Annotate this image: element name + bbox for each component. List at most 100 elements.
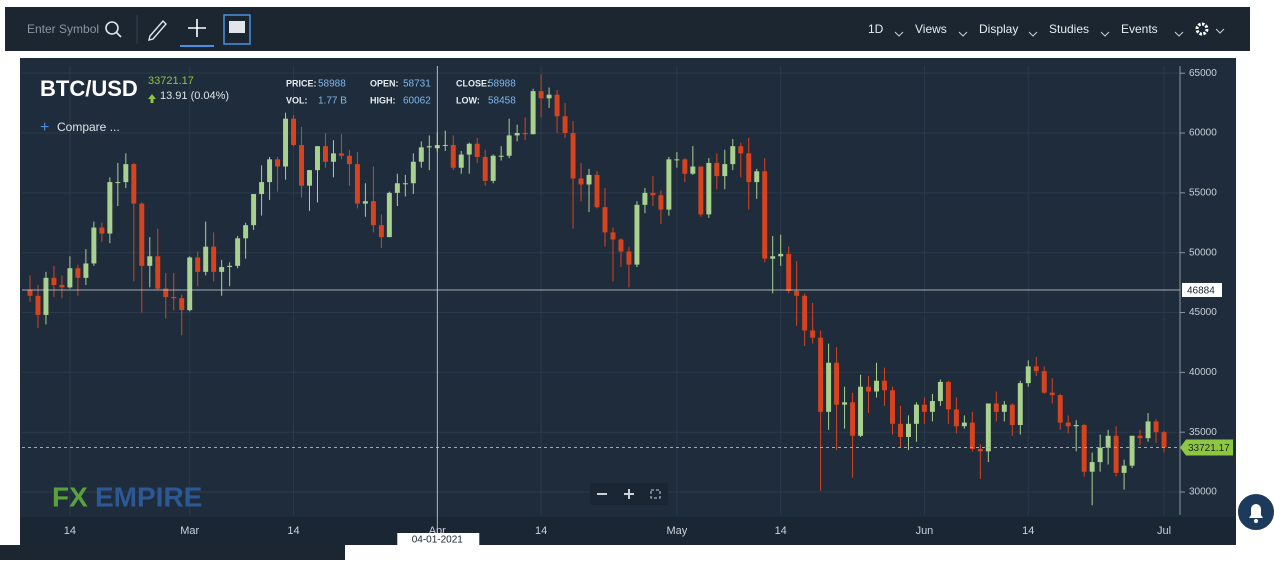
candle-body <box>243 225 249 239</box>
candle-body <box>898 423 903 437</box>
candle-body <box>394 183 400 193</box>
footer-bar <box>0 545 345 560</box>
candle-body <box>985 403 991 452</box>
candle-body <box>850 402 856 436</box>
symbol-search[interactable]: Enter Symbol <box>27 22 99 36</box>
candle-body <box>179 298 185 311</box>
candle-body <box>570 133 576 179</box>
candle-body <box>147 256 153 266</box>
menu-item[interactable]: Studies <box>1049 22 1089 36</box>
menu-item[interactable]: Display <box>979 22 1018 36</box>
y-tick-label: 35000 <box>1189 427 1217 438</box>
candle-body <box>386 192 392 238</box>
candle-body <box>730 146 736 165</box>
candle-body <box>410 161 416 184</box>
comment-icon <box>229 21 245 33</box>
candle-body <box>682 159 688 174</box>
x-tick-label: Jun <box>916 525 934 537</box>
x-tick-label: 14 <box>64 525 76 537</box>
y-tick-label: 65000 <box>1189 68 1217 79</box>
candle-body <box>554 94 560 117</box>
candle-body <box>227 265 233 268</box>
candle-body <box>642 192 648 205</box>
info-value: 60062 <box>403 96 431 107</box>
menus: 1D Views Display Studies Events <box>868 22 1184 37</box>
candle-body <box>211 246 217 272</box>
fit-button[interactable] <box>650 489 661 499</box>
candle-body <box>1057 395 1063 423</box>
menu-item[interactable]: 1D <box>868 22 884 36</box>
candle-body <box>259 182 265 195</box>
candle-body <box>442 144 448 146</box>
candle-body <box>51 277 57 285</box>
candle-body <box>626 251 632 265</box>
up-arrow <box>148 94 156 103</box>
candle-body <box>323 146 328 162</box>
candle-body <box>315 146 320 171</box>
candle-body <box>498 155 504 157</box>
settings-icon[interactable] <box>1195 22 1209 36</box>
candle-body <box>59 284 65 288</box>
search-icon-handle <box>115 31 122 38</box>
candle-body <box>953 409 959 427</box>
price-change: 13.91 (0.04%) <box>160 90 229 102</box>
candle-body <box>275 159 281 167</box>
compare-button[interactable]: Compare ... <box>57 120 120 134</box>
candle-body <box>506 135 512 156</box>
candle-body <box>43 277 49 315</box>
candle-body <box>1081 425 1087 472</box>
compare-plus[interactable]: + <box>40 119 49 136</box>
candle-body <box>123 164 129 183</box>
candle-body <box>786 253 792 291</box>
candle-body <box>195 257 201 272</box>
draw-icon[interactable] <box>148 19 167 41</box>
logo-fx: FX <box>52 481 88 512</box>
candle-body <box>1105 435 1111 448</box>
menu-item[interactable]: Views <box>915 22 947 36</box>
candle-body <box>602 207 608 233</box>
candles <box>27 74 1167 506</box>
candle-body <box>1153 421 1159 433</box>
y-tick-label: 50000 <box>1189 247 1217 258</box>
bell-icon <box>1249 504 1263 518</box>
candle-body <box>610 232 616 240</box>
candle-body <box>91 227 97 264</box>
candle-body <box>921 404 927 412</box>
info-label: CLOSE: <box>456 78 490 88</box>
bell-clapper <box>1254 519 1258 523</box>
candle-body <box>882 380 887 391</box>
candle-body <box>762 171 768 259</box>
candle-body <box>1097 447 1103 463</box>
candle-body <box>426 146 432 148</box>
candle-body <box>1073 425 1079 427</box>
candle-body <box>890 390 895 424</box>
candle-body <box>378 225 384 238</box>
candle-body <box>770 256 776 259</box>
info-label: PRICE: <box>286 78 317 88</box>
candle-body <box>1161 432 1167 448</box>
info-label: OPEN: <box>370 78 399 88</box>
candle-body <box>802 295 808 331</box>
candle-body <box>131 164 137 204</box>
menu-item[interactable]: Events <box>1121 22 1158 36</box>
candle-body <box>187 257 193 311</box>
candle-body <box>754 171 760 183</box>
toolbar <box>5 7 1250 51</box>
candle-body <box>522 133 528 135</box>
candle-body <box>203 246 209 272</box>
candle-body <box>83 263 89 278</box>
crosshair-x-tag <box>397 533 480 546</box>
chevron <box>1028 31 1038 37</box>
candle-body <box>291 118 297 145</box>
candle-body <box>418 147 424 162</box>
search-icon[interactable] <box>105 21 119 35</box>
candle-body <box>474 143 480 157</box>
x-tick-label: Mar <box>180 525 199 537</box>
candle-body <box>115 182 121 184</box>
candle-body <box>961 422 967 427</box>
candle-body <box>163 288 169 297</box>
candle-body <box>362 201 368 204</box>
candle-body <box>650 192 656 196</box>
candle-body <box>842 402 848 405</box>
